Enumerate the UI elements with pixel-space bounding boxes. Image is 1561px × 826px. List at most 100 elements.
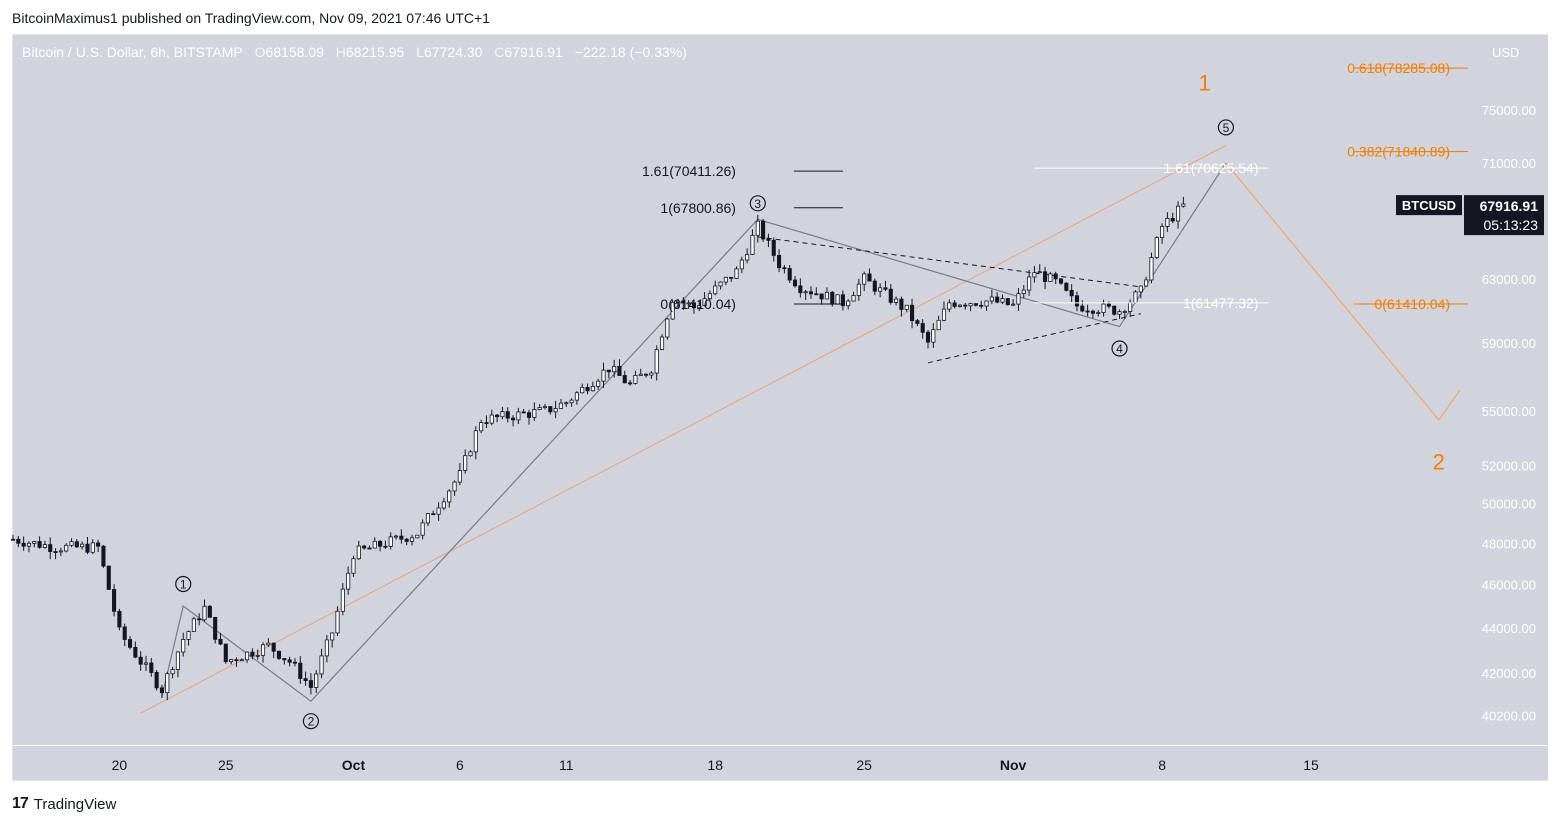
candle-body	[824, 291, 829, 300]
candle-body	[707, 293, 712, 300]
candle-body	[1117, 311, 1122, 315]
candle-body	[904, 304, 909, 310]
candle-body	[1032, 272, 1037, 278]
candle-body	[1053, 273, 1058, 280]
legend-close: C67916.91	[494, 44, 563, 60]
candle-body	[80, 543, 85, 548]
candle-body	[367, 547, 372, 550]
candle-body	[686, 302, 691, 305]
candle-body	[1096, 312, 1101, 314]
candle-body	[569, 399, 574, 404]
candle-body	[548, 406, 553, 413]
price-tick-label: 50000.00	[1482, 497, 1536, 512]
candle-body	[1133, 291, 1138, 304]
candle-body	[1144, 279, 1149, 287]
candle-body	[739, 259, 744, 270]
candle-body	[851, 295, 856, 302]
candle-body	[979, 304, 984, 307]
price-tick-label: 46000.00	[1482, 578, 1536, 593]
candle-body	[53, 551, 58, 553]
candle-body	[324, 639, 329, 657]
long-term-trend-line	[140, 144, 1227, 714]
candle-body	[383, 545, 388, 548]
candle-body	[250, 651, 255, 657]
candle-body	[42, 544, 47, 548]
legend-open: O68158.09	[254, 44, 324, 60]
candle-body	[319, 655, 324, 675]
tradingview-logo-icon: 17	[12, 795, 29, 812]
candle-body	[585, 386, 590, 392]
candle-body	[596, 380, 601, 387]
footer-brand-label: TradingView	[33, 795, 117, 813]
candle-body	[888, 288, 893, 303]
candle-body	[255, 654, 260, 657]
wave-count-label: 3	[754, 197, 761, 211]
candle-body	[633, 375, 638, 384]
candle-body	[1138, 285, 1143, 293]
candle-body	[271, 642, 276, 652]
candle-body	[745, 254, 750, 261]
elliott-wave-path	[161, 162, 1227, 702]
candle-body	[952, 302, 957, 307]
candle-body	[542, 406, 548, 408]
candle-body	[127, 639, 133, 648]
candle-body	[910, 304, 915, 322]
candle-body	[223, 643, 228, 662]
candle-body	[564, 402, 569, 405]
candle-body	[234, 659, 239, 662]
candle-body	[675, 300, 681, 303]
candle-body	[415, 534, 420, 539]
candle-body	[159, 687, 165, 694]
candle-body	[968, 303, 973, 307]
candle-body	[558, 402, 563, 409]
candle-body	[362, 545, 367, 549]
candle-body	[995, 296, 1000, 303]
candle-body	[1043, 271, 1048, 282]
candle-body	[894, 298, 899, 303]
candle-body	[292, 661, 298, 664]
candle-body	[973, 303, 978, 306]
candle-body	[74, 541, 79, 548]
candle-body	[856, 283, 861, 296]
candle-body	[436, 507, 441, 515]
wave-count-label: 4	[1116, 342, 1123, 356]
candle-body	[1037, 271, 1042, 274]
candle-body	[691, 302, 696, 309]
chart-plot-area[interactable]	[13, 35, 1460, 745]
candle-body	[580, 386, 585, 394]
candle-body	[452, 481, 457, 492]
candle-body	[170, 669, 175, 675]
candle-body	[505, 411, 510, 419]
candle-body	[920, 323, 925, 333]
candle-body	[335, 610, 340, 634]
candle-body	[473, 430, 478, 453]
candle-body	[303, 678, 308, 681]
price-axis[interactable]	[1460, 35, 1548, 745]
candle-body	[239, 659, 244, 662]
candle-body	[1181, 203, 1186, 207]
legend-high: H68215.95	[335, 44, 405, 60]
candle-body	[165, 673, 170, 694]
candle-body	[495, 414, 500, 418]
time-axis[interactable]	[13, 746, 1460, 780]
candle-body	[138, 656, 143, 665]
candle-body	[372, 540, 377, 549]
candle-body	[489, 414, 494, 424]
candle-body	[590, 386, 595, 392]
candle-body	[85, 543, 90, 553]
candle-body	[628, 382, 633, 385]
footer-brand[interactable]: 17 TradingView	[12, 795, 116, 813]
candle-body	[617, 365, 622, 376]
candle-body	[1069, 290, 1074, 297]
candle-body	[314, 673, 319, 688]
candle-body	[260, 644, 266, 656]
candle-body	[32, 541, 37, 544]
legend-symbol: Bitcoin / U.S. Dollar, 6h, BITSTAMP	[22, 44, 243, 60]
candle-body	[814, 293, 819, 296]
candle-body	[941, 308, 947, 321]
candle-body	[346, 572, 351, 590]
candle-body	[622, 375, 627, 384]
candle-body	[96, 542, 101, 547]
wave-count-circle	[749, 195, 766, 212]
